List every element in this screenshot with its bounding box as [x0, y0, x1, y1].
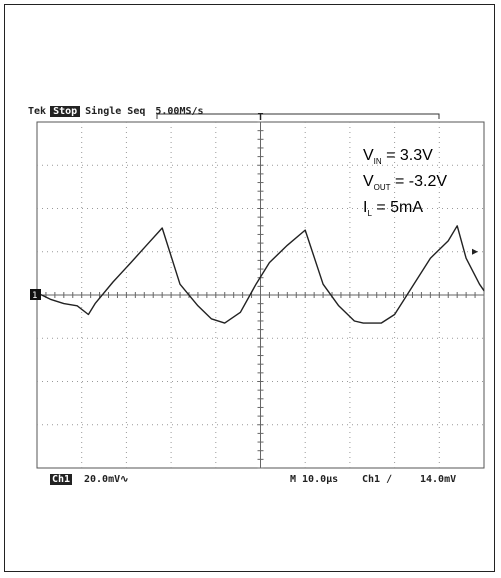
figure-frame: [4, 4, 495, 572]
channel-marker-box: [30, 289, 41, 300]
trace-layer: [36, 225, 485, 324]
condition-il: IL = 5mA: [363, 199, 424, 219]
scope-markers: 1T: [30, 112, 478, 301]
sample-rate: 5.00MS/s: [155, 106, 204, 117]
channel-marker-label: 1: [32, 291, 37, 301]
condition-vout: VOUT = -3.2V: [363, 173, 448, 193]
channel-tag: Ch1: [50, 474, 73, 485]
vertical-scale: 20.0mV∿: [84, 474, 129, 485]
record-window-bracket: [156, 113, 440, 119]
acquisition-state: Stop: [50, 106, 81, 117]
scope-brand: Tek: [28, 106, 47, 117]
scope-header: Tek Stop Single Seq 5.00MS/s: [28, 106, 204, 117]
trigger-level: 14.0mV: [420, 474, 457, 485]
trace-line: [36, 225, 485, 324]
trigger-position-marker: T: [258, 112, 264, 123]
acquisition-mode: Single Seq: [85, 106, 146, 117]
trigger-level-marker: [472, 248, 478, 255]
timebase: M 10.0µs: [290, 474, 339, 485]
condition-vin: VIN = 3.3V: [363, 147, 433, 167]
trigger-source: Ch1 ∕: [362, 474, 393, 485]
